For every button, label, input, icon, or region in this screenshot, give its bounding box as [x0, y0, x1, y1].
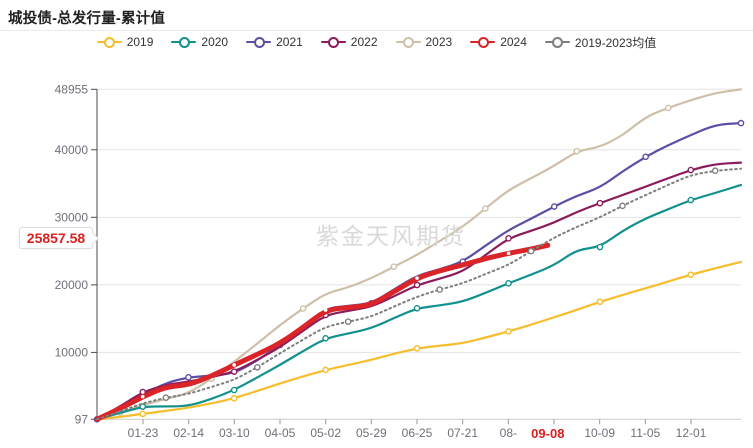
- series-marker-2022: [505, 235, 512, 242]
- series-marker-2024: [232, 363, 236, 367]
- legend-item-2021[interactable]: 2021: [246, 35, 303, 49]
- legend-circle: [403, 37, 414, 48]
- legend-marker-icon: [171, 36, 197, 48]
- legend-circle: [253, 37, 265, 48]
- legend-item-2019-2023均值[interactable]: 2019-2023均值: [544, 34, 657, 51]
- legend-marker-icon: [470, 36, 496, 48]
- x-axis-label: 04-05: [265, 426, 296, 440]
- series-marker-2019-2023均值: [711, 167, 719, 175]
- legend-marker-icon: [320, 36, 346, 48]
- series-marker-2019: [230, 395, 238, 402]
- legend-item-2019[interactable]: 2019: [96, 35, 154, 49]
- chart-title: 城投债-总发行量-累计值: [8, 11, 166, 27]
- legend-label: 2022: [350, 35, 378, 49]
- series-marker-2023: [573, 147, 581, 155]
- legend-marker-icon: [96, 36, 122, 48]
- series-line-2024[interactable]: [94, 242, 551, 422]
- series-marker-2020: [230, 386, 238, 394]
- legend-item-2020[interactable]: 2020: [171, 35, 228, 49]
- latest-value-callout: 25857.58: [19, 227, 99, 249]
- series-marker-2019: [596, 298, 604, 306]
- y-axis-label: 97: [75, 412, 89, 426]
- series-marker-2019-2023均值: [527, 247, 535, 255]
- series-marker-2021: [550, 203, 558, 210]
- x-axis-label: 08-: [500, 426, 517, 440]
- series-marker-2020: [687, 196, 695, 204]
- series-marker-2023: [390, 263, 398, 270]
- series-marker-2019: [505, 328, 512, 335]
- y-axis-label: 48955: [55, 82, 89, 96]
- series-marker-2020: [139, 403, 147, 410]
- series-marker-2024: [506, 251, 511, 256]
- x-axis-label: 10-09: [584, 426, 615, 440]
- y-axis-label: 40000: [55, 143, 89, 157]
- x-axis-label: 07-21: [447, 426, 478, 440]
- series-marker-2019: [322, 366, 329, 374]
- legend-item-2024[interactable]: 2024: [470, 35, 527, 49]
- y-axis-label: 10000: [55, 345, 89, 359]
- legend-circle: [104, 37, 116, 48]
- series-marker-2019: [687, 271, 695, 279]
- series-marker-2022: [413, 281, 421, 289]
- x-axis-label: 02-14: [173, 426, 204, 440]
- legend-item-2022[interactable]: 2022: [320, 35, 378, 49]
- series-marker-2019-2023均值: [436, 286, 443, 293]
- current-date-label: 09-08: [531, 426, 564, 441]
- legend-label: 2019-2023均值: [574, 35, 657, 50]
- series-marker-2024: [415, 276, 419, 280]
- legend-marker-icon: [544, 36, 570, 48]
- y-axis-label: 20000: [55, 278, 89, 292]
- series-marker-2022: [687, 166, 695, 174]
- x-axis-label: 05-02: [310, 426, 341, 440]
- legend-label: 2021: [276, 35, 303, 49]
- legend: 2019 2020 2021 2022 2023 2024 2019-2023均值: [0, 33, 753, 51]
- x-axis-label: 06-25: [402, 426, 433, 440]
- x-axis-label: 01-23: [128, 426, 159, 440]
- series-marker-2020: [596, 243, 604, 251]
- series-marker-2021: [185, 374, 192, 381]
- series-marker-2019: [139, 410, 147, 418]
- legend-label: 2019: [126, 35, 154, 49]
- series-marker-2022: [230, 368, 238, 375]
- series-marker-2022: [596, 199, 604, 207]
- series-marker-2021: [642, 153, 649, 161]
- series-marker-2024: [323, 308, 328, 312]
- legend-label: 2020: [201, 35, 229, 49]
- series-marker-2019-2023均值: [162, 394, 170, 401]
- series-marker-2019-2023均值: [254, 363, 261, 371]
- x-axis-label: 03-10: [219, 426, 250, 440]
- chart-header: 城投债-总发行量-累计值: [0, 0, 753, 31]
- series-marker-2020: [322, 334, 329, 342]
- series-line-2019-2023均值[interactable]: [96, 167, 742, 421]
- legend-label: 2024: [500, 35, 527, 49]
- legend-marker-icon: [395, 36, 421, 48]
- legend-circle: [328, 37, 340, 48]
- series-marker-2021: [737, 119, 745, 127]
- legend-item-2023[interactable]: 2023: [395, 35, 453, 49]
- legend-circle: [552, 37, 564, 48]
- series-marker-2023: [299, 305, 307, 312]
- latest-value-label: 25857.58: [26, 230, 86, 246]
- series-marker-2019: [413, 345, 421, 352]
- legend-circle: [178, 37, 190, 48]
- series-marker-2020: [505, 280, 512, 287]
- legend-marker-icon: [246, 36, 272, 48]
- series-marker-2019-2023均值: [619, 202, 626, 210]
- series-line-2021[interactable]: [95, 122, 743, 421]
- series-line-2023[interactable]: [95, 88, 743, 421]
- legend-circle: [477, 37, 489, 48]
- x-axis-label: 05-29: [356, 426, 387, 440]
- series-marker-2023: [482, 205, 489, 212]
- series-marker-2019-2023均值: [344, 318, 352, 325]
- series-marker-2020: [413, 305, 421, 312]
- series-marker-2024: [140, 394, 145, 399]
- x-axis-label: 11-05: [630, 426, 660, 440]
- x-axis-label: 12-01: [676, 426, 707, 440]
- y-axis-label: 30000: [55, 210, 89, 224]
- series-marker-2023: [664, 104, 672, 112]
- legend-label: 2023: [425, 35, 453, 49]
